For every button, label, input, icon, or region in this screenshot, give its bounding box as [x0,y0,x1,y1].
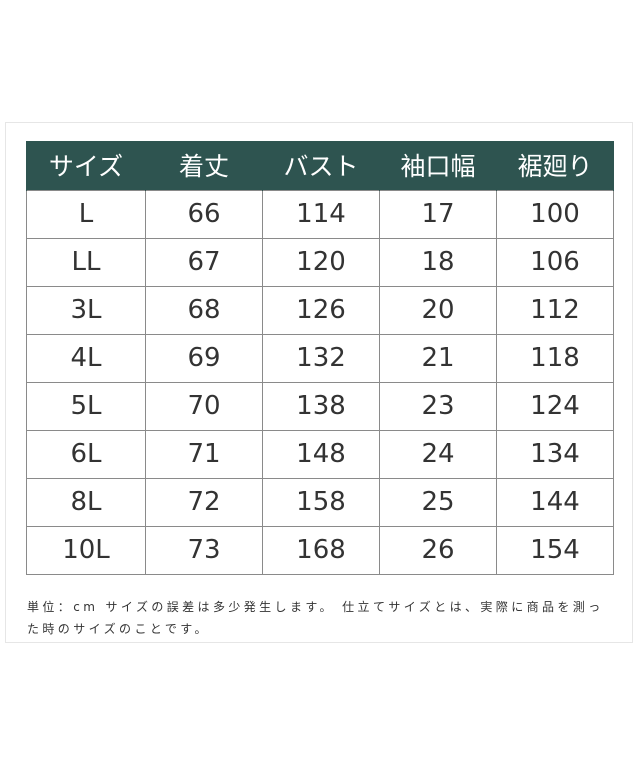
table-cell: 118 [496,333,614,383]
header-cell: 袖口幅 [379,141,497,190]
table-cell: 18 [379,237,497,287]
table-cell: 10L [26,525,146,575]
table-cell: LL [26,237,146,287]
header-cell: サイズ [26,141,146,190]
header-cell: バスト [262,141,380,190]
header-cell: 着丈 [145,141,263,190]
table-cell: 25 [379,477,497,527]
table-cell: 72 [145,477,263,527]
table-row: 8L 72 158 25 144 [26,477,614,527]
table-body: L 66 114 17 100 LL 67 120 18 106 3L 68 126 20 112 4L 69 1… [26,189,614,575]
table-cell: 124 [496,381,614,431]
size-table: サイズ 着丈 バスト 袖口幅 裾廻り L 66 114 17 100 LL 67 120 18 106 3L… [26,141,614,575]
table-row: 4L 69 132 21 118 [26,333,614,383]
table-cell: 69 [145,333,263,383]
table-cell: 158 [262,477,380,527]
table-cell: 68 [145,285,263,335]
frame [5,122,633,643]
table-cell: 71 [145,429,263,479]
table-cell: 24 [379,429,497,479]
table-cell: 3L [26,285,146,335]
table-cell: 26 [379,525,497,575]
table-cell: 8L [26,477,146,527]
table-cell: 132 [262,333,380,383]
table-cell: 148 [262,429,380,479]
table-cell: 17 [379,189,497,239]
table-cell: 120 [262,237,380,287]
header-row: サイズ 着丈 バスト 袖口幅 裾廻り [26,141,614,190]
table-cell: 114 [262,189,380,239]
table-cell: 168 [262,525,380,575]
header-cell: 裾廻り [496,141,614,190]
table-cell: 70 [145,381,263,431]
table-row: 3L 68 126 20 112 [26,285,614,335]
table-cell: 67 [145,237,263,287]
table-cell: 126 [262,285,380,335]
table-cell: 144 [496,477,614,527]
table-cell: 20 [379,285,497,335]
table-cell: 66 [145,189,263,239]
table-cell: 100 [496,189,614,239]
table-row: L 66 114 17 100 [26,189,614,239]
table-row: 5L 70 138 23 124 [26,381,614,431]
table-cell: 138 [262,381,380,431]
table-row: LL 67 120 18 106 [26,237,614,287]
table-row: 6L 71 148 24 134 [26,429,614,479]
table-cell: 73 [145,525,263,575]
table-cell: L [26,189,146,239]
note: 単位：cm サイズの誤差は多少発生します。 仕立てサイズとは、実際に商品を測った… [27,600,604,636]
table-cell: 154 [496,525,614,575]
table-cell: 5L [26,381,146,431]
table-row: 10L 73 168 26 154 [26,525,614,575]
table-cell: 106 [496,237,614,287]
table-cell: 4L [26,333,146,383]
table-cell: 134 [496,429,614,479]
table-cell: 23 [379,381,497,431]
table-cell: 21 [379,333,497,383]
table-cell: 6L [26,429,146,479]
table-cell: 112 [496,285,614,335]
